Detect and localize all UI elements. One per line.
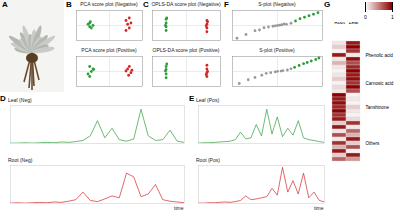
svg-text:1: 1	[391, 14, 394, 20]
svg-text:Leaf: Leaf	[349, 22, 359, 25]
html-text:PCA score plot (Negative): PCA score plot (Negative)	[80, 1, 138, 7]
html-text:G: G	[324, 0, 331, 9]
html-text:Root (Pos): Root (Pos)	[196, 157, 220, 163]
html-text:A: A	[2, 0, 8, 9]
html-text:OPLS-DA score plot (Positive): OPLS-DA score plot (Positive)	[152, 47, 220, 53]
html-text:PCA score plot (Positive): PCA score plot (Positive)	[81, 47, 137, 53]
svg-text:0: 0	[364, 14, 367, 20]
html-text:E: E	[189, 94, 195, 103]
svg-text:Root: Root	[334, 22, 345, 25]
html-text:Leaf (Neg): Leaf (Neg)	[8, 97, 32, 103]
html-text:OPLS-DA score plot (Negative): OPLS-DA score plot (Negative)	[151, 1, 221, 7]
html-text:time: time	[174, 205, 184, 211]
svg-text:Phenolic acid: Phenolic acid	[366, 53, 394, 58]
html-text:S-plot (Positive): S-plot (Positive)	[259, 47, 295, 53]
svg-text:Tanshinone: Tanshinone	[366, 105, 390, 110]
svg-text:Carnosic acid: Carnosic acid	[366, 81, 394, 86]
svg-text:Others: Others	[366, 141, 380, 146]
html-text:B: B	[66, 0, 72, 9]
html-text:C: C	[143, 0, 149, 9]
html-text:Leaf (Pos): Leaf (Pos)	[196, 97, 220, 103]
html-text:time: time	[314, 205, 324, 211]
html-text:D: D	[0, 94, 6, 103]
html-text:F: F	[224, 0, 229, 9]
html-text:S-plot (Negative): S-plot (Negative)	[258, 1, 296, 7]
html-text:Root (Neg): Root (Neg)	[8, 157, 33, 163]
